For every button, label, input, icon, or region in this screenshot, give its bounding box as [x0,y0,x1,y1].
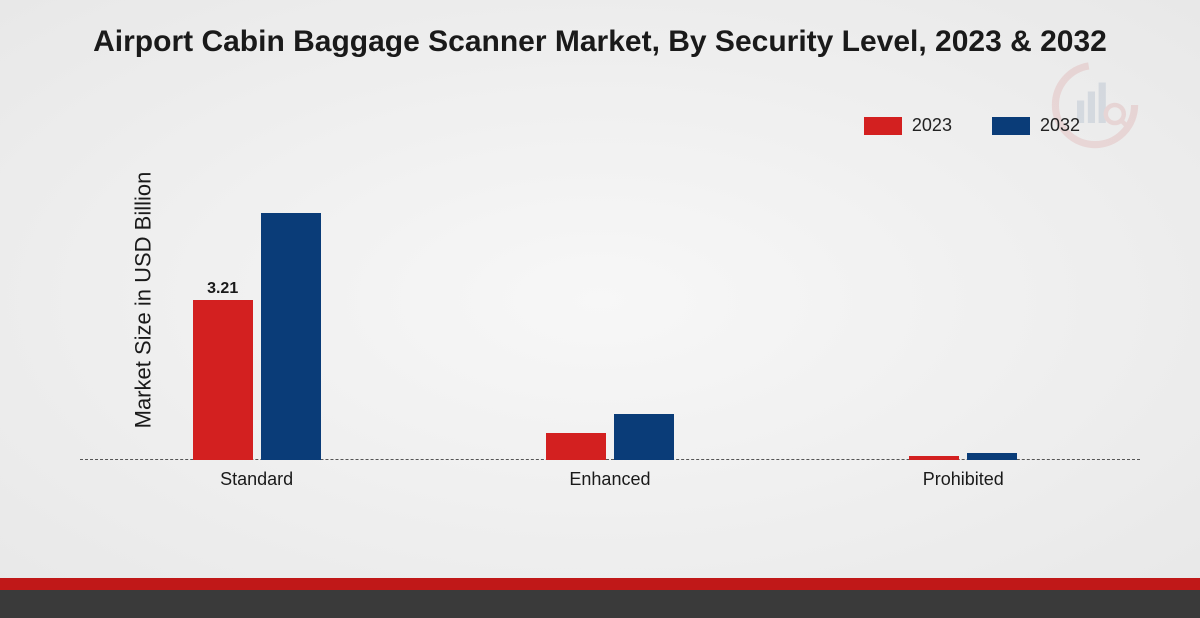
footer-accent-bar [0,578,1200,590]
legend-item-2023: 2023 [864,115,952,136]
bargroup-standard: 3.21 [193,213,321,461]
category-enhanced: Enhanced [433,160,786,490]
bar-enhanced-2032 [614,414,674,460]
category-prohibited: Prohibited [787,160,1140,490]
bar-standard-2023: 3.21 [193,300,253,461]
legend: 2023 2032 [864,115,1080,136]
category-standard: 3.21 Standard [80,160,433,490]
chart-plot-area: 3.21 Standard Enhanced Prohibited [80,160,1140,490]
legend-label-2023: 2023 [912,115,952,136]
bar-value-label: 3.21 [207,280,238,298]
bar-prohibited-2023 [909,456,959,460]
chart-title: Airport Cabin Baggage Scanner Market, By… [0,25,1200,59]
legend-label-2032: 2032 [1040,115,1080,136]
bar-enhanced-2023 [546,433,606,461]
watermark-logo [1050,60,1140,150]
category-label-enhanced: Enhanced [433,469,786,490]
category-label-standard: Standard [80,469,433,490]
legend-swatch-2032 [992,117,1030,135]
legend-swatch-2023 [864,117,902,135]
bargroup-prohibited [909,453,1017,461]
bar-prohibited-2032 [967,453,1017,461]
bar-standard-2032 [261,213,321,461]
legend-item-2032: 2032 [992,115,1080,136]
category-label-prohibited: Prohibited [787,469,1140,490]
bargroup-enhanced [546,414,674,460]
